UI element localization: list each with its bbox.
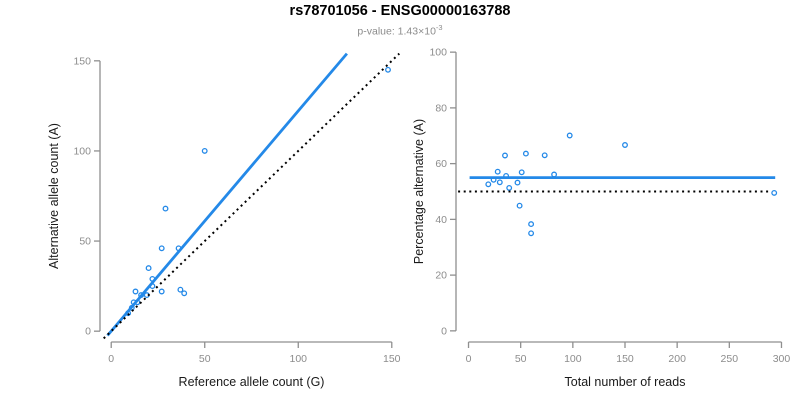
p-value-exponent: -3 — [435, 23, 443, 32]
data-point — [506, 184, 513, 191]
y-tick-label: 150 — [73, 55, 91, 67]
data-point — [514, 179, 521, 186]
data-point — [132, 288, 139, 295]
x-tick-label: 250 — [721, 353, 739, 365]
x-tick-label: 150 — [616, 353, 634, 365]
data-point — [566, 132, 573, 139]
data-point — [158, 245, 165, 252]
x-tick-label: 150 — [383, 353, 401, 365]
y-tick-label: 0 — [441, 325, 447, 337]
data-point — [528, 221, 535, 228]
data-point — [162, 205, 169, 212]
page-title: rs78701056 - ENSG00000163788 — [289, 3, 511, 19]
data-point — [385, 66, 391, 73]
data-point — [622, 142, 628, 148]
data-point — [516, 202, 523, 209]
data-point — [541, 152, 548, 159]
data-point — [177, 286, 184, 293]
data-point — [496, 179, 503, 186]
y-axis-label: Percentage alternative (A) — [412, 119, 426, 264]
x-tick-label: 0 — [466, 353, 472, 365]
data-point — [145, 265, 152, 272]
data-point — [522, 150, 529, 157]
x-tick-label: 50 — [199, 353, 211, 365]
y-tick-label: 0 — [85, 326, 91, 338]
x-tick-label: 100 — [564, 353, 582, 365]
x-tick-label: 200 — [668, 353, 686, 365]
data-point — [771, 189, 778, 196]
data-point — [181, 290, 188, 297]
fitted-line — [106, 52, 348, 337]
plot-allele-counts: 0 50 100 150 0 50 100 150 Reference allele count… — [47, 52, 401, 389]
data-point — [494, 168, 501, 175]
y-tick-label: 50 — [79, 236, 91, 248]
data-point — [518, 169, 525, 176]
y-tick-label: 40 — [435, 214, 447, 226]
x-tick-label: 50 — [515, 353, 527, 365]
data-point — [502, 152, 508, 159]
x-tick-label: 100 — [289, 353, 307, 365]
p-value-text: p-value: 1.43×10 — [357, 25, 436, 38]
data-point — [158, 288, 165, 295]
data-point — [551, 171, 558, 178]
y-tick-label: 20 — [435, 270, 447, 282]
x-axis-label: Total number of reads — [565, 375, 686, 389]
y-axis-label: Alternative allele count (A) — [47, 123, 61, 269]
identity-line — [103, 52, 400, 340]
x-axis-label: Reference allele count (G) — [179, 375, 325, 389]
data-point — [485, 181, 492, 188]
p-value-subtitle: p-value: 1.43×10-3 — [0, 23, 800, 38]
x-tick-label: 300 — [773, 353, 791, 365]
plot-percentage-vs-coverage: 0 50 100 150 200 250 300 0 20 40 60 80 100 Total numb… — [412, 47, 790, 389]
y-tick-label: 80 — [435, 102, 447, 114]
y-tick-label: 100 — [73, 145, 91, 157]
y-tick-label: 60 — [435, 158, 447, 170]
data-point — [201, 147, 208, 154]
y-tick-label: 100 — [429, 47, 447, 59]
x-tick-label: 0 — [108, 353, 114, 365]
data-point — [528, 230, 535, 237]
